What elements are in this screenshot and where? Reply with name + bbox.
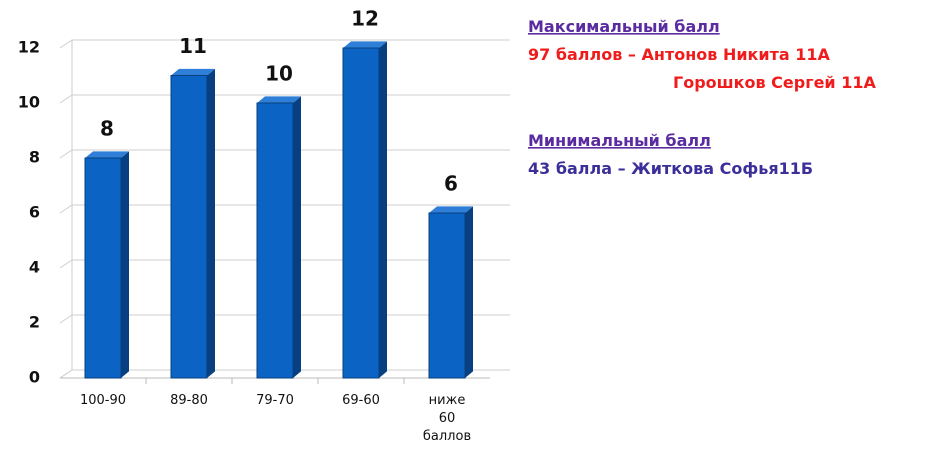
bar [84,157,122,379]
bar-side [379,41,387,378]
bar [342,47,380,379]
data-label: 11 [179,34,207,58]
bar [256,102,294,379]
x-tick-label: 69-60 [342,393,380,408]
grid-line [59,39,510,49]
data-label: 8 [100,117,114,141]
bar-side [465,206,473,378]
y-tick-label: 0 [29,368,40,387]
bar-top [257,96,301,103]
x-tick-label: 100-90 [80,393,126,408]
bar-top [429,206,473,213]
max-line-1: 97 баллов – Антонов Никита 11А [528,45,831,64]
x-tick-label: ниже 60 баллов [423,393,471,444]
bar-side [207,68,215,378]
bar-top [85,151,129,158]
y-tick-label: 6 [29,203,40,222]
bar-top [343,41,387,48]
data-label: 12 [351,7,379,31]
max-heading: Максимальный балл [528,17,720,36]
y-tick-label: 12 [18,38,40,57]
y-tick-label: 2 [29,313,40,332]
data-label: 6 [444,172,458,196]
min-line: 43 балла – Житкова Софья11Б [528,159,813,178]
bar [170,75,208,379]
bar-side [121,151,129,378]
max-line-2: Горошков Сергей 11А [673,73,876,92]
y-tick-label: 4 [29,258,40,277]
min-heading: Минимальный балл [528,131,711,150]
bar-side [293,96,301,378]
y-tick-label: 8 [29,148,40,167]
y-tick-label: 10 [18,93,40,112]
x-tick-label: 89-80 [170,393,208,408]
data-label: 10 [265,62,293,86]
x-tick-label: 79-70 [256,393,294,408]
bar-top [171,68,215,76]
bar [428,212,466,379]
